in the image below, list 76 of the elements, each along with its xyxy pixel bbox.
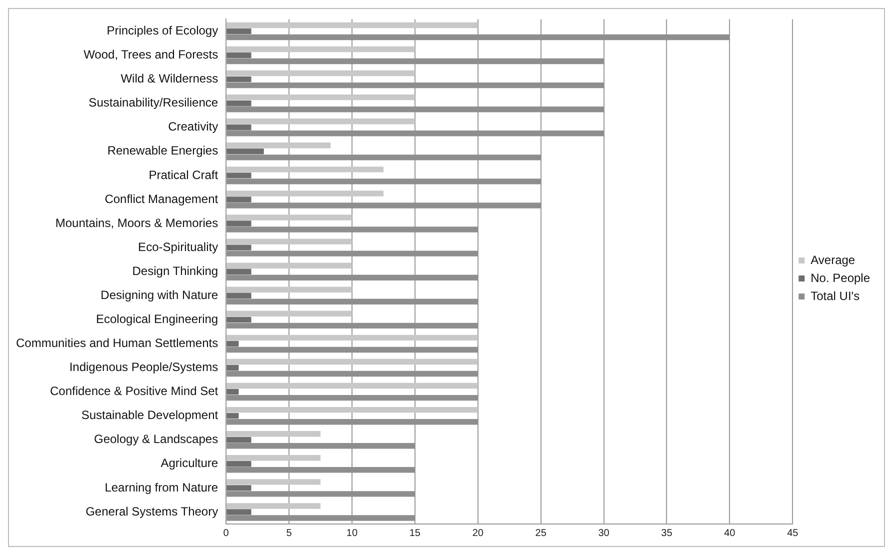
bar [226,509,252,515]
y-tick-label: General Systems Theory [86,504,218,518]
bar [226,485,252,491]
y-tick-label: Communities and Human Settlements [16,336,218,350]
legend-label: Total UI's [810,288,860,303]
y-tick-label: Designing with Nature [100,288,218,302]
bar [226,268,252,274]
bar [226,142,331,148]
bar [226,190,384,196]
bar [226,214,352,220]
bar [226,100,252,106]
bar [226,437,252,443]
bar [226,479,321,485]
y-tick-label: Ecological Engineering [96,312,218,326]
bar [226,340,239,347]
bar [226,286,352,292]
bar [226,238,352,244]
bar [226,262,352,268]
bar [226,364,239,371]
bar [226,46,415,52]
bar [226,244,252,250]
bar [226,406,478,413]
y-tick-label: Indigenous People/Systems [69,360,218,374]
x-tick-label: 40 [724,528,736,539]
bar [226,196,252,202]
x-tick-label: 10 [346,528,358,539]
bar [226,76,252,82]
bar [226,358,478,365]
y-tick-label: Wood, Trees and Forests [84,48,218,62]
y-tick-label: Geology & Landscapes [94,432,218,446]
bar [226,220,252,226]
bar [226,388,239,395]
bar [226,118,415,124]
y-tick-label: Learning from Nature [104,480,218,494]
y-tick-label: Sustainable Development [81,408,219,422]
x-tick-label: 45 [787,528,799,539]
bar [226,503,321,509]
bar [226,382,478,389]
x-tick-label: 15 [409,528,421,539]
bar [226,455,321,461]
bar [226,124,252,130]
bar [226,461,252,467]
x-tick-label: 0 [223,528,230,539]
y-tick-label: Confidence & Positive Mind Set [50,384,219,398]
legend-label: No. People [810,270,870,285]
x-tick-label: 25 [535,528,547,539]
x-tick-label: 20 [472,528,484,539]
bar [226,292,252,298]
bar [226,172,252,178]
bar [226,412,239,419]
bar [226,431,321,437]
y-tick-label: Agriculture [160,456,218,470]
bar [226,28,252,34]
bar [226,166,384,172]
y-tick-label: Sustainability/Resilience [88,96,218,110]
bar [226,148,264,154]
y-tick-label: Renewable Energies [107,144,218,158]
x-tick-label: 35 [661,528,673,539]
y-tick-label: Design Thinking [132,264,218,278]
y-tick-label: Creativity [168,120,218,134]
bar [226,334,478,341]
x-tick-label: 5 [286,528,292,539]
y-tick-label: Mountains, Moors & Memories [55,216,218,230]
y-tick-label: Eco-Spirituality [138,240,218,254]
bar [226,22,478,28]
bar [226,70,415,76]
y-tick-label: Conflict Management [104,192,219,206]
bar [226,52,252,58]
y-tick-label: Principles of Ecology [106,24,218,38]
x-tick-label: 30 [598,528,610,539]
bar [226,310,352,317]
y-tick-label: Wild & Wilderness [120,72,218,86]
y-tick-label: Pratical Craft [148,168,219,182]
bar [226,94,415,100]
legend-label: Average [810,252,856,267]
bar [226,316,252,323]
